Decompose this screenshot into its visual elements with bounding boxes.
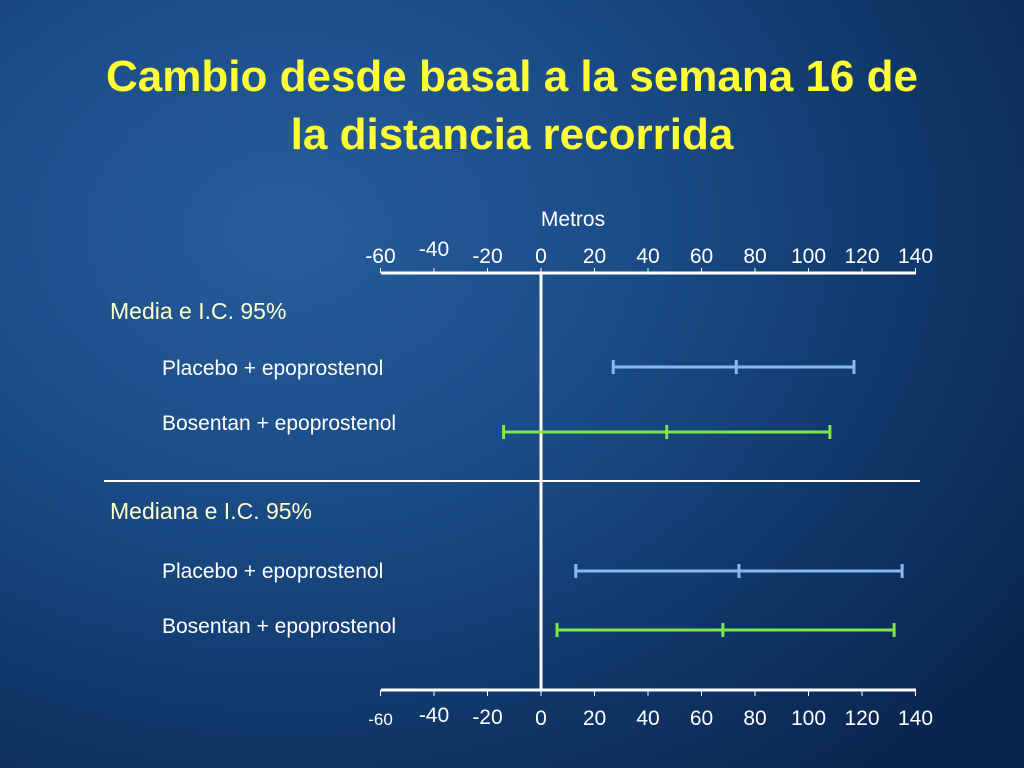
row-label: Bosentan + epoprostenol — [162, 615, 396, 638]
chart-title: Cambio desde basal a la semana 16 de la … — [0, 48, 1024, 164]
top-axis-tick-label: -20 — [472, 245, 502, 268]
top-axis-tick-label: -40 — [419, 238, 449, 261]
chart-title-line-2: la distancia recorrida — [290, 110, 734, 159]
bottom-axis-tick-label: -60 — [368, 710, 393, 729]
bottom-axis-tick-label: 0 — [535, 707, 547, 730]
row-label: Bosentan + epoprostenol — [162, 412, 396, 435]
top-axis-tick-label: 80 — [743, 245, 766, 268]
top-axis-tick-label: 0 — [535, 245, 547, 268]
bottom-axis-tick-label: -40 — [419, 704, 449, 727]
top-axis-tick-label: 140 — [898, 245, 933, 268]
top-axis-tick-label: 100 — [791, 245, 826, 268]
bottom-axis-tick-label: -20 — [472, 706, 502, 729]
section-label: Mediana e I.C. 95% — [110, 498, 312, 524]
row-label: Placebo + epoprostenol — [162, 560, 383, 583]
bottom-axis-tick-label: 40 — [636, 707, 659, 730]
top-axis-tick-label: 20 — [583, 245, 606, 268]
bottom-axis-tick-label: 140 — [898, 707, 933, 730]
top-axis-tick-label: 40 — [636, 245, 659, 268]
section-label: Media e I.C. 95% — [110, 298, 286, 324]
bottom-axis-tick-label: 100 — [791, 707, 826, 730]
x-axis-label: Metros — [541, 208, 605, 231]
top-axis-tick-label: 120 — [844, 245, 879, 268]
row-label: Placebo + epoprostenol — [162, 357, 383, 380]
top-axis-tick-label: -60 — [365, 245, 395, 268]
bottom-axis-tick-label: 120 — [844, 707, 879, 730]
bottom-axis-tick-label: 80 — [743, 707, 766, 730]
bottom-axis-tick-label: 60 — [690, 707, 713, 730]
bottom-axis-tick-label: 20 — [583, 707, 606, 730]
top-axis-tick-label: 60 — [690, 245, 713, 268]
chart-title-line-1: Cambio desde basal a la semana 16 de — [106, 52, 918, 101]
